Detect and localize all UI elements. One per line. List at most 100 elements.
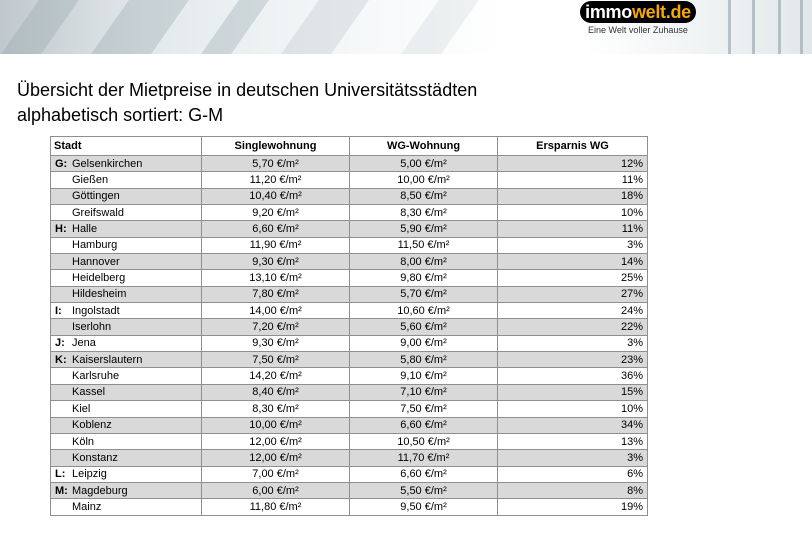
banner-decoration <box>778 0 781 54</box>
savings-cell: 18% <box>497 187 648 206</box>
banner-decoration <box>800 0 803 54</box>
wg-price-cell: 9,10 €/m² <box>349 367 498 385</box>
city-cell: H: Halle <box>50 220 202 238</box>
city-cell: G: Gelsenkirchen <box>50 154 202 173</box>
table-row: J: Jena 9,30 €/m² 9,00 €/m² 3% <box>50 334 648 353</box>
savings-cell: 11% <box>497 220 648 238</box>
city-cell: Mainz <box>50 498 202 516</box>
city-name: Karlsruhe <box>72 370 120 383</box>
table-row: Iserlohn 7,20 €/m² 5,60 €/m² 22% <box>50 318 648 336</box>
rent-prices-table: Stadt Singlewohnung WG-Wohnung Ersparnis… <box>50 136 648 516</box>
single-price-cell: 9,20 €/m² <box>201 204 350 222</box>
wg-price-cell: 5,50 €/m² <box>349 481 498 500</box>
city-name: Kassel <box>72 386 106 399</box>
city-cell: Koblenz <box>50 416 202 434</box>
city-cell: I: Ingolstadt <box>50 302 202 320</box>
wg-price-cell: 9,50 €/m² <box>349 498 498 516</box>
savings-cell: 3% <box>497 334 648 353</box>
banner-decoration <box>1 0 79 54</box>
single-price-cell: 7,20 €/m² <box>201 318 350 336</box>
wg-price-cell: 11,50 €/m² <box>349 236 498 255</box>
savings-cell: 6% <box>497 465 648 483</box>
single-price-cell: 6,00 €/m² <box>201 481 350 500</box>
wg-price-cell: 5,90 €/m² <box>349 220 498 238</box>
header-singlewohnung: Singlewohnung <box>201 136 350 156</box>
wg-price-cell: 8,00 €/m² <box>349 253 498 271</box>
wg-price-cell: 5,70 €/m² <box>349 285 498 304</box>
header-ersparnis-wg: Ersparnis WG <box>497 136 648 156</box>
banner-decoration <box>752 0 755 54</box>
banner-decoration <box>728 0 731 54</box>
alphabet-letter: J: <box>55 337 65 350</box>
table-row: Konstanz 12,00 €/m² 11,70 €/m² 3% <box>50 449 648 467</box>
wg-price-cell: 8,50 €/m² <box>349 187 498 206</box>
city-name: Köln <box>72 435 95 448</box>
city-cell: Greifswald <box>50 204 202 222</box>
city-name: Kiel <box>72 402 91 415</box>
single-price-cell: 9,30 €/m² <box>201 253 350 271</box>
city-name: Hannover <box>72 255 120 268</box>
single-price-cell: 10,40 €/m² <box>201 187 350 206</box>
city-cell: Kassel <box>50 383 202 402</box>
city-name: Gießen <box>72 174 109 187</box>
wg-price-cell: 9,00 €/m² <box>349 334 498 353</box>
title-line-2: alphabetisch sortiert: G-M <box>17 105 224 125</box>
header-banner: immowelt.de Eine Welt voller Zuhause <box>0 0 812 54</box>
banner-decoration <box>401 0 479 54</box>
wg-price-cell: 11,70 €/m² <box>349 449 498 467</box>
logo-tagline: Eine Welt voller Zuhause <box>588 25 688 35</box>
table-row: Kiel 8,30 €/m² 7,50 €/m² 10% <box>50 400 648 418</box>
city-cell: Konstanz <box>50 449 202 467</box>
city-cell: Hannover <box>50 253 202 271</box>
savings-cell: 8% <box>497 481 648 500</box>
logo-part-immo: immo <box>585 2 632 22</box>
city-cell: Gießen <box>50 171 202 189</box>
single-price-cell: 7,50 €/m² <box>201 351 350 369</box>
single-price-cell: 14,20 €/m² <box>201 367 350 385</box>
table-row: Göttingen 10,40 €/m² 8,50 €/m² 18% <box>50 187 648 206</box>
wg-price-cell: 10,00 €/m² <box>349 171 498 189</box>
savings-cell: 14% <box>497 253 648 271</box>
savings-cell: 19% <box>497 498 648 516</box>
wg-price-cell: 5,60 €/m² <box>349 318 498 336</box>
banner-decoration <box>281 0 369 54</box>
table-header-row: Stadt Singlewohnung WG-Wohnung Ersparnis… <box>50 136 648 156</box>
banner-decoration <box>201 0 269 54</box>
wg-price-cell: 6,60 €/m² <box>349 416 498 434</box>
table-row: Karlsruhe 14,20 €/m² 9,10 €/m² 36% <box>50 367 648 385</box>
city-name: Iserlohn <box>72 321 112 334</box>
city-name: Konstanz <box>72 451 118 464</box>
table-row: I: Ingolstadt 14,00 €/m² 10,60 €/m² 24% <box>50 302 648 320</box>
savings-cell: 3% <box>497 449 648 467</box>
header-stadt: Stadt <box>50 136 202 156</box>
wg-price-cell: 7,50 €/m² <box>349 400 498 418</box>
single-price-cell: 5,70 €/m² <box>201 154 350 173</box>
single-price-cell: 10,00 €/m² <box>201 416 350 434</box>
savings-cell: 3% <box>497 236 648 255</box>
single-price-cell: 12,00 €/m² <box>201 449 350 467</box>
alphabet-letter: G: <box>55 157 68 170</box>
immowelt-logo[interactable]: immowelt.de <box>580 1 696 23</box>
city-cell: Iserlohn <box>50 318 202 336</box>
savings-cell: 15% <box>497 383 648 402</box>
savings-cell: 13% <box>497 432 648 451</box>
savings-cell: 36% <box>497 367 648 385</box>
city-cell: Heidelberg <box>50 269 202 287</box>
city-cell: Göttingen <box>50 187 202 206</box>
wg-price-cell: 5,80 €/m² <box>349 351 498 369</box>
single-price-cell: 8,40 €/m² <box>201 383 350 402</box>
alphabet-letter: I: <box>55 304 62 317</box>
single-price-cell: 12,00 €/m² <box>201 432 350 451</box>
table-row: Gießen 11,20 €/m² 10,00 €/m² 11% <box>50 171 648 189</box>
single-price-cell: 11,90 €/m² <box>201 236 350 255</box>
city-name: Mainz <box>72 500 102 513</box>
savings-cell: 34% <box>497 416 648 434</box>
savings-cell: 22% <box>497 318 648 336</box>
city-name: Kaiserslautern <box>72 353 143 366</box>
table-row: Heidelberg 13,10 €/m² 9,80 €/m² 25% <box>50 269 648 287</box>
city-name: Ingolstadt <box>72 304 120 317</box>
table-row: Köln 12,00 €/m² 10,50 €/m² 13% <box>50 432 648 451</box>
single-price-cell: 8,30 €/m² <box>201 400 350 418</box>
city-cell: Karlsruhe <box>50 367 202 385</box>
table-row: M: Magdeburg 6,00 €/m² 5,50 €/m² 8% <box>50 481 648 500</box>
